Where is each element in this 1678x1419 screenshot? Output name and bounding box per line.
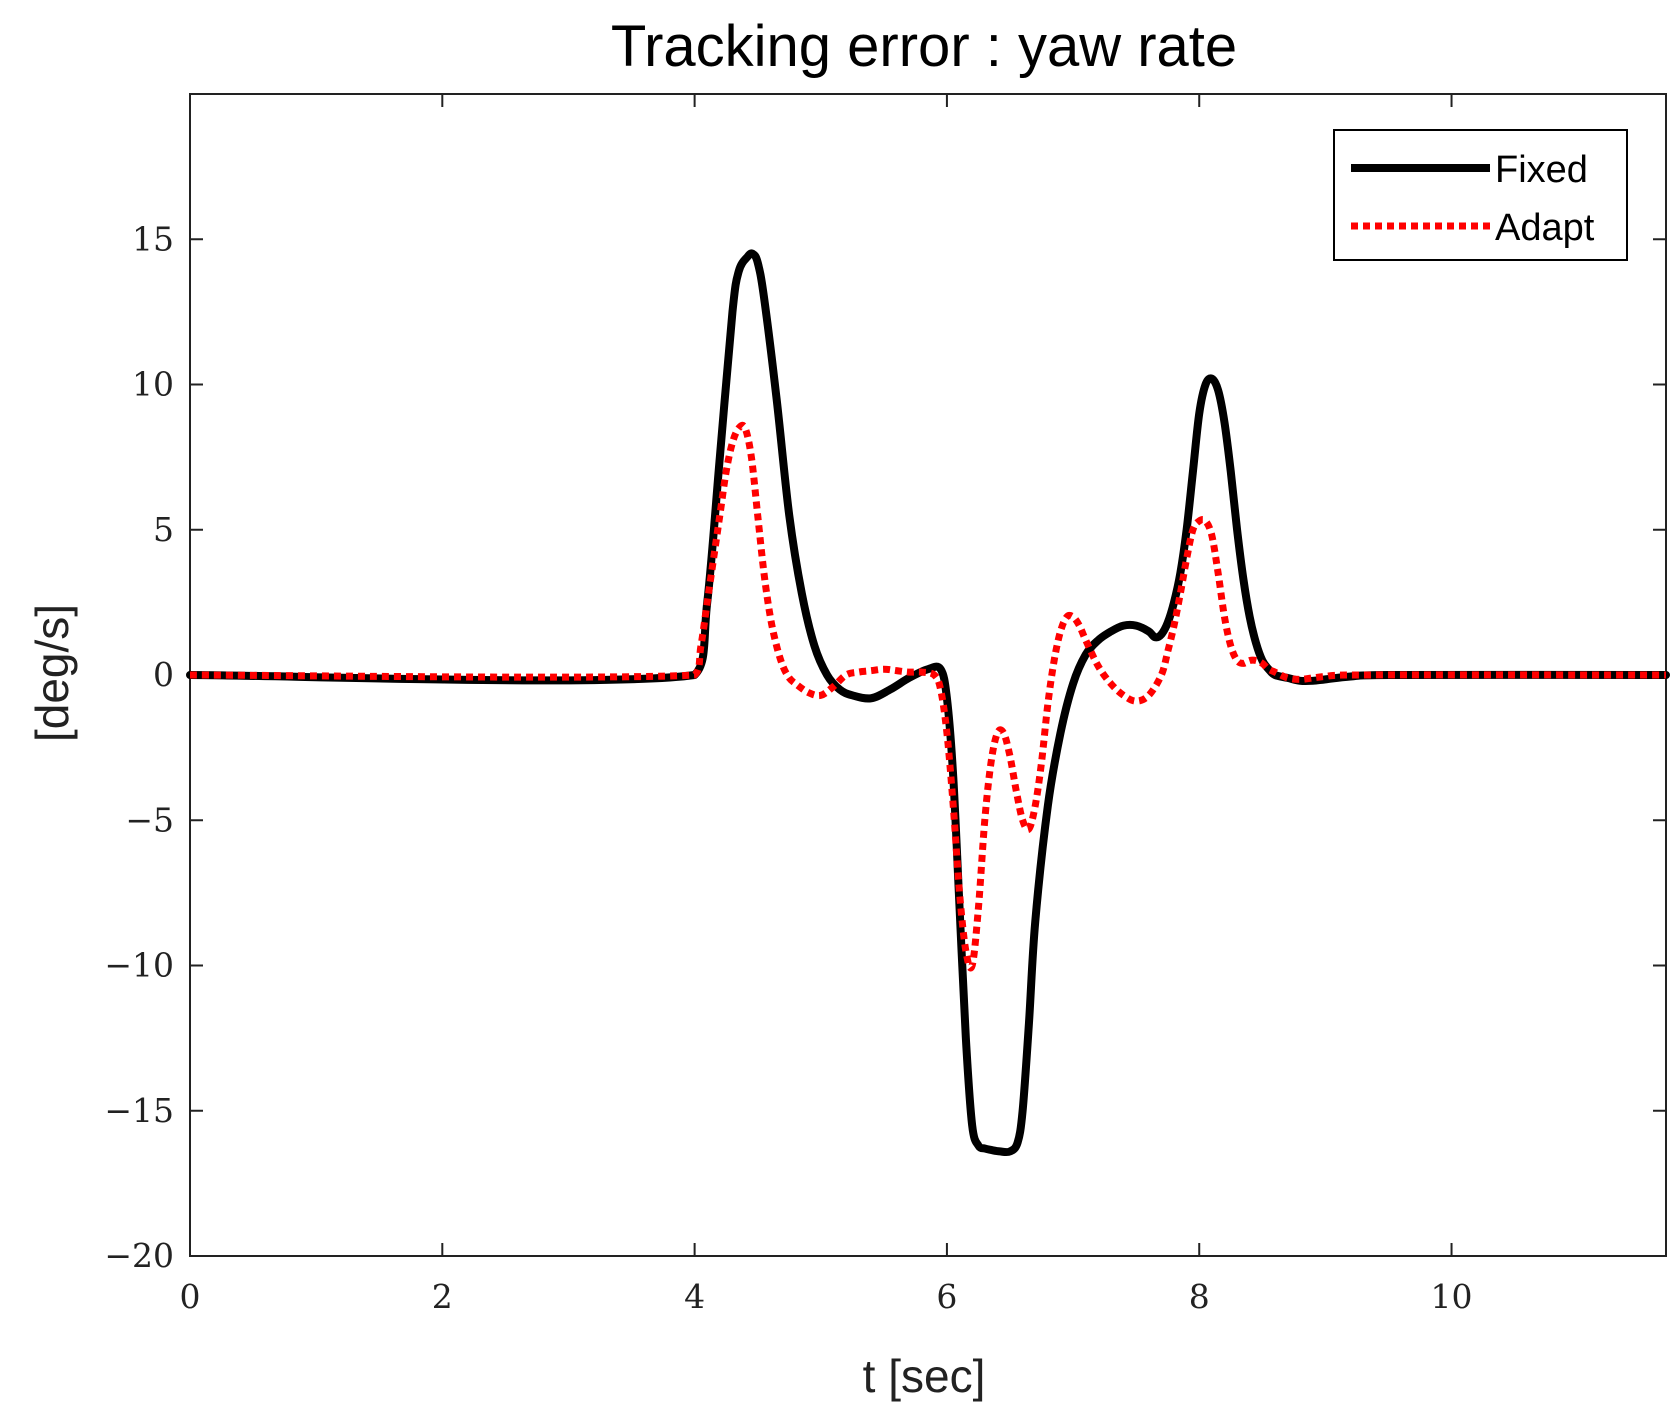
x-tick-labels: 0 2 4 6 8 10 bbox=[180, 1277, 1473, 1316]
series-line-adapt bbox=[189, 421, 1667, 972]
legend-box bbox=[1333, 129, 1628, 261]
x-axis-label: t [sec] bbox=[863, 1350, 986, 1402]
legend-label-fixed: Fixed bbox=[1495, 149, 1588, 191]
x-tick-label: 0 bbox=[180, 1277, 201, 1316]
y-tick-label: −15 bbox=[104, 1091, 174, 1130]
y-tick-label: 5 bbox=[153, 510, 174, 549]
x-tick-label: 2 bbox=[432, 1277, 453, 1316]
y-tick-label: −10 bbox=[104, 946, 174, 985]
y-tick-label: −5 bbox=[125, 800, 174, 839]
y-tick-labels: −20 −15 −10 −5 0 5 10 15 bbox=[104, 219, 174, 1275]
x-tick-label: 4 bbox=[684, 1277, 705, 1316]
y-tick-label: 15 bbox=[132, 219, 174, 258]
series-line-fixed bbox=[186, 249, 1670, 1157]
y-axis-label: [deg/s] bbox=[26, 604, 78, 742]
legend-label-adapt: Adapt bbox=[1495, 207, 1595, 249]
y-tick-label: 10 bbox=[132, 365, 174, 404]
chart-title: Tracking error : yaw rate bbox=[611, 14, 1237, 79]
legend: Fixed Adapt bbox=[1333, 129, 1628, 261]
series-lines bbox=[186, 249, 1670, 1157]
y-tick-label: −20 bbox=[104, 1236, 174, 1275]
x-tick-label: 8 bbox=[1189, 1277, 1210, 1316]
x-tick-label: 6 bbox=[936, 1277, 957, 1316]
y-tick-label: 0 bbox=[153, 655, 174, 694]
plot-area bbox=[186, 93, 1670, 1257]
x-tick-label: 10 bbox=[1431, 1277, 1473, 1316]
